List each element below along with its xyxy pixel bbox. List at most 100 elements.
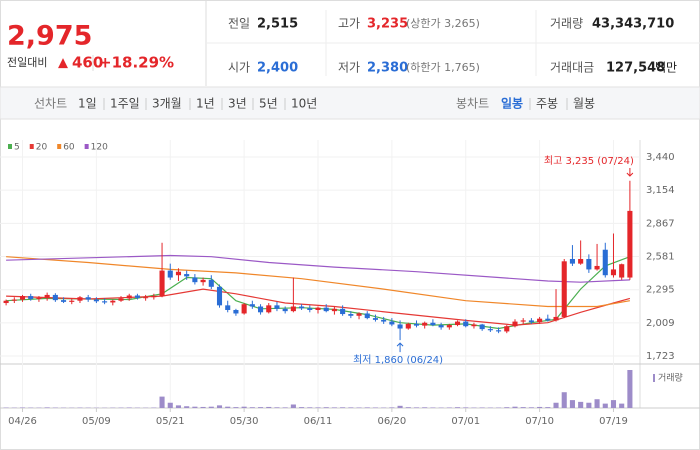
candle-body xyxy=(553,316,559,321)
volume-bar xyxy=(233,407,239,408)
candle-body xyxy=(102,301,108,303)
volume-bar xyxy=(216,405,223,408)
candle-body xyxy=(422,322,428,326)
candle-body xyxy=(561,261,567,317)
volume-bar xyxy=(192,406,198,408)
candle-body xyxy=(537,318,543,323)
high-arrow xyxy=(626,168,634,177)
volume-bar xyxy=(397,405,403,408)
period-tab[interactable]: 3개월 xyxy=(152,97,182,111)
high: 3,235 xyxy=(367,17,408,32)
candle-body xyxy=(430,322,436,326)
period-tab[interactable]: 10년 xyxy=(291,97,317,111)
candle-body xyxy=(200,279,206,283)
candle-body xyxy=(307,308,313,310)
candle-body xyxy=(208,279,214,287)
y-tick-label: 2,581 xyxy=(646,252,675,263)
amount: 127,548 xyxy=(606,61,665,76)
volume-bar xyxy=(323,407,329,408)
period-tab[interactable]: 5년 xyxy=(259,97,278,111)
volume-bar xyxy=(159,396,165,408)
y-tick-label: 2,009 xyxy=(646,318,675,329)
candle-body xyxy=(331,308,337,312)
candle-body xyxy=(397,324,403,329)
candle-body xyxy=(619,264,625,278)
volume-bar xyxy=(274,407,280,408)
candle-body xyxy=(118,298,124,301)
period-tab[interactable]: 1주일 xyxy=(110,97,140,111)
legend-swatch xyxy=(8,144,12,149)
candle-period-tab[interactable]: 주봉 xyxy=(536,97,558,111)
candle-body xyxy=(167,270,173,278)
x-tick-label: 07/01 xyxy=(451,416,480,427)
volume-bar xyxy=(356,407,362,408)
low-arrow xyxy=(396,342,404,353)
candle-body xyxy=(36,297,42,299)
candle-body xyxy=(348,314,354,316)
volume-bar xyxy=(537,406,543,408)
change: 460 xyxy=(72,54,103,72)
candle-body xyxy=(323,307,329,312)
low-label: 저가 xyxy=(338,61,360,75)
high-label: 고가 xyxy=(338,17,360,31)
volume-bar xyxy=(545,407,551,408)
moving-average xyxy=(6,288,631,326)
volume-bar xyxy=(446,407,452,408)
volume: 43,343,710 xyxy=(592,17,674,32)
candle-body xyxy=(438,325,444,328)
volume-bar xyxy=(307,407,313,408)
candle-body xyxy=(471,324,477,327)
volume-bar xyxy=(225,406,231,408)
volume-bar xyxy=(175,405,182,408)
period-tab[interactable]: 1년 xyxy=(196,97,215,111)
period-tab[interactable]: 3년 xyxy=(228,97,247,111)
volume-pane-label: 거래량 xyxy=(658,372,683,384)
volume-bar xyxy=(249,407,255,408)
volume-bar xyxy=(504,407,510,408)
candle-body xyxy=(192,277,198,283)
candle-body xyxy=(454,321,461,326)
candle-body xyxy=(364,313,370,319)
change-pct: +18.29% xyxy=(99,54,174,72)
candle-body xyxy=(175,271,182,276)
low: 2,380 xyxy=(367,61,408,76)
candle-body xyxy=(569,258,575,264)
candle-body xyxy=(126,295,132,299)
prev: 2,515 xyxy=(257,17,298,32)
x-tick-label: 05/30 xyxy=(230,416,259,427)
candle-body xyxy=(93,299,99,302)
x-tick-label: 05/09 xyxy=(82,416,111,427)
y-tick-label: 1,723 xyxy=(646,351,675,362)
candle-body xyxy=(216,286,223,306)
upper-limit: (상한가 3,265) xyxy=(406,17,480,30)
candle-body xyxy=(151,296,157,298)
volume-bar xyxy=(553,402,559,408)
candle-body xyxy=(356,313,362,316)
candle-body xyxy=(299,306,305,309)
candle-body xyxy=(586,258,592,270)
candle-body xyxy=(110,300,116,303)
open-label: 시가 xyxy=(228,61,250,75)
volume-bar xyxy=(569,400,575,408)
volume-bar xyxy=(208,406,214,408)
volume-bar xyxy=(619,403,625,408)
x-tick-label: 07/10 xyxy=(525,416,554,427)
candle-body xyxy=(28,296,34,299)
volume-bar xyxy=(454,407,461,408)
candle-body xyxy=(258,306,264,313)
candle-body xyxy=(134,295,140,298)
candle-period-tab[interactable]: 월봉 xyxy=(573,97,595,111)
candle-body xyxy=(528,320,534,323)
volume-bar xyxy=(520,407,526,408)
period-tab[interactable]: 1일 xyxy=(78,97,97,111)
candle-period-tab[interactable]: 일봉 xyxy=(501,97,523,111)
amount-unit: 백만 xyxy=(655,61,677,75)
legend-swatch xyxy=(84,144,89,149)
candle-body xyxy=(340,308,346,315)
x-tick-label: 05/21 xyxy=(156,416,185,427)
x-tick-label: 06/20 xyxy=(377,416,406,427)
volume-bar xyxy=(348,407,354,408)
open: 2,400 xyxy=(257,61,298,76)
volume-bar xyxy=(258,407,264,408)
